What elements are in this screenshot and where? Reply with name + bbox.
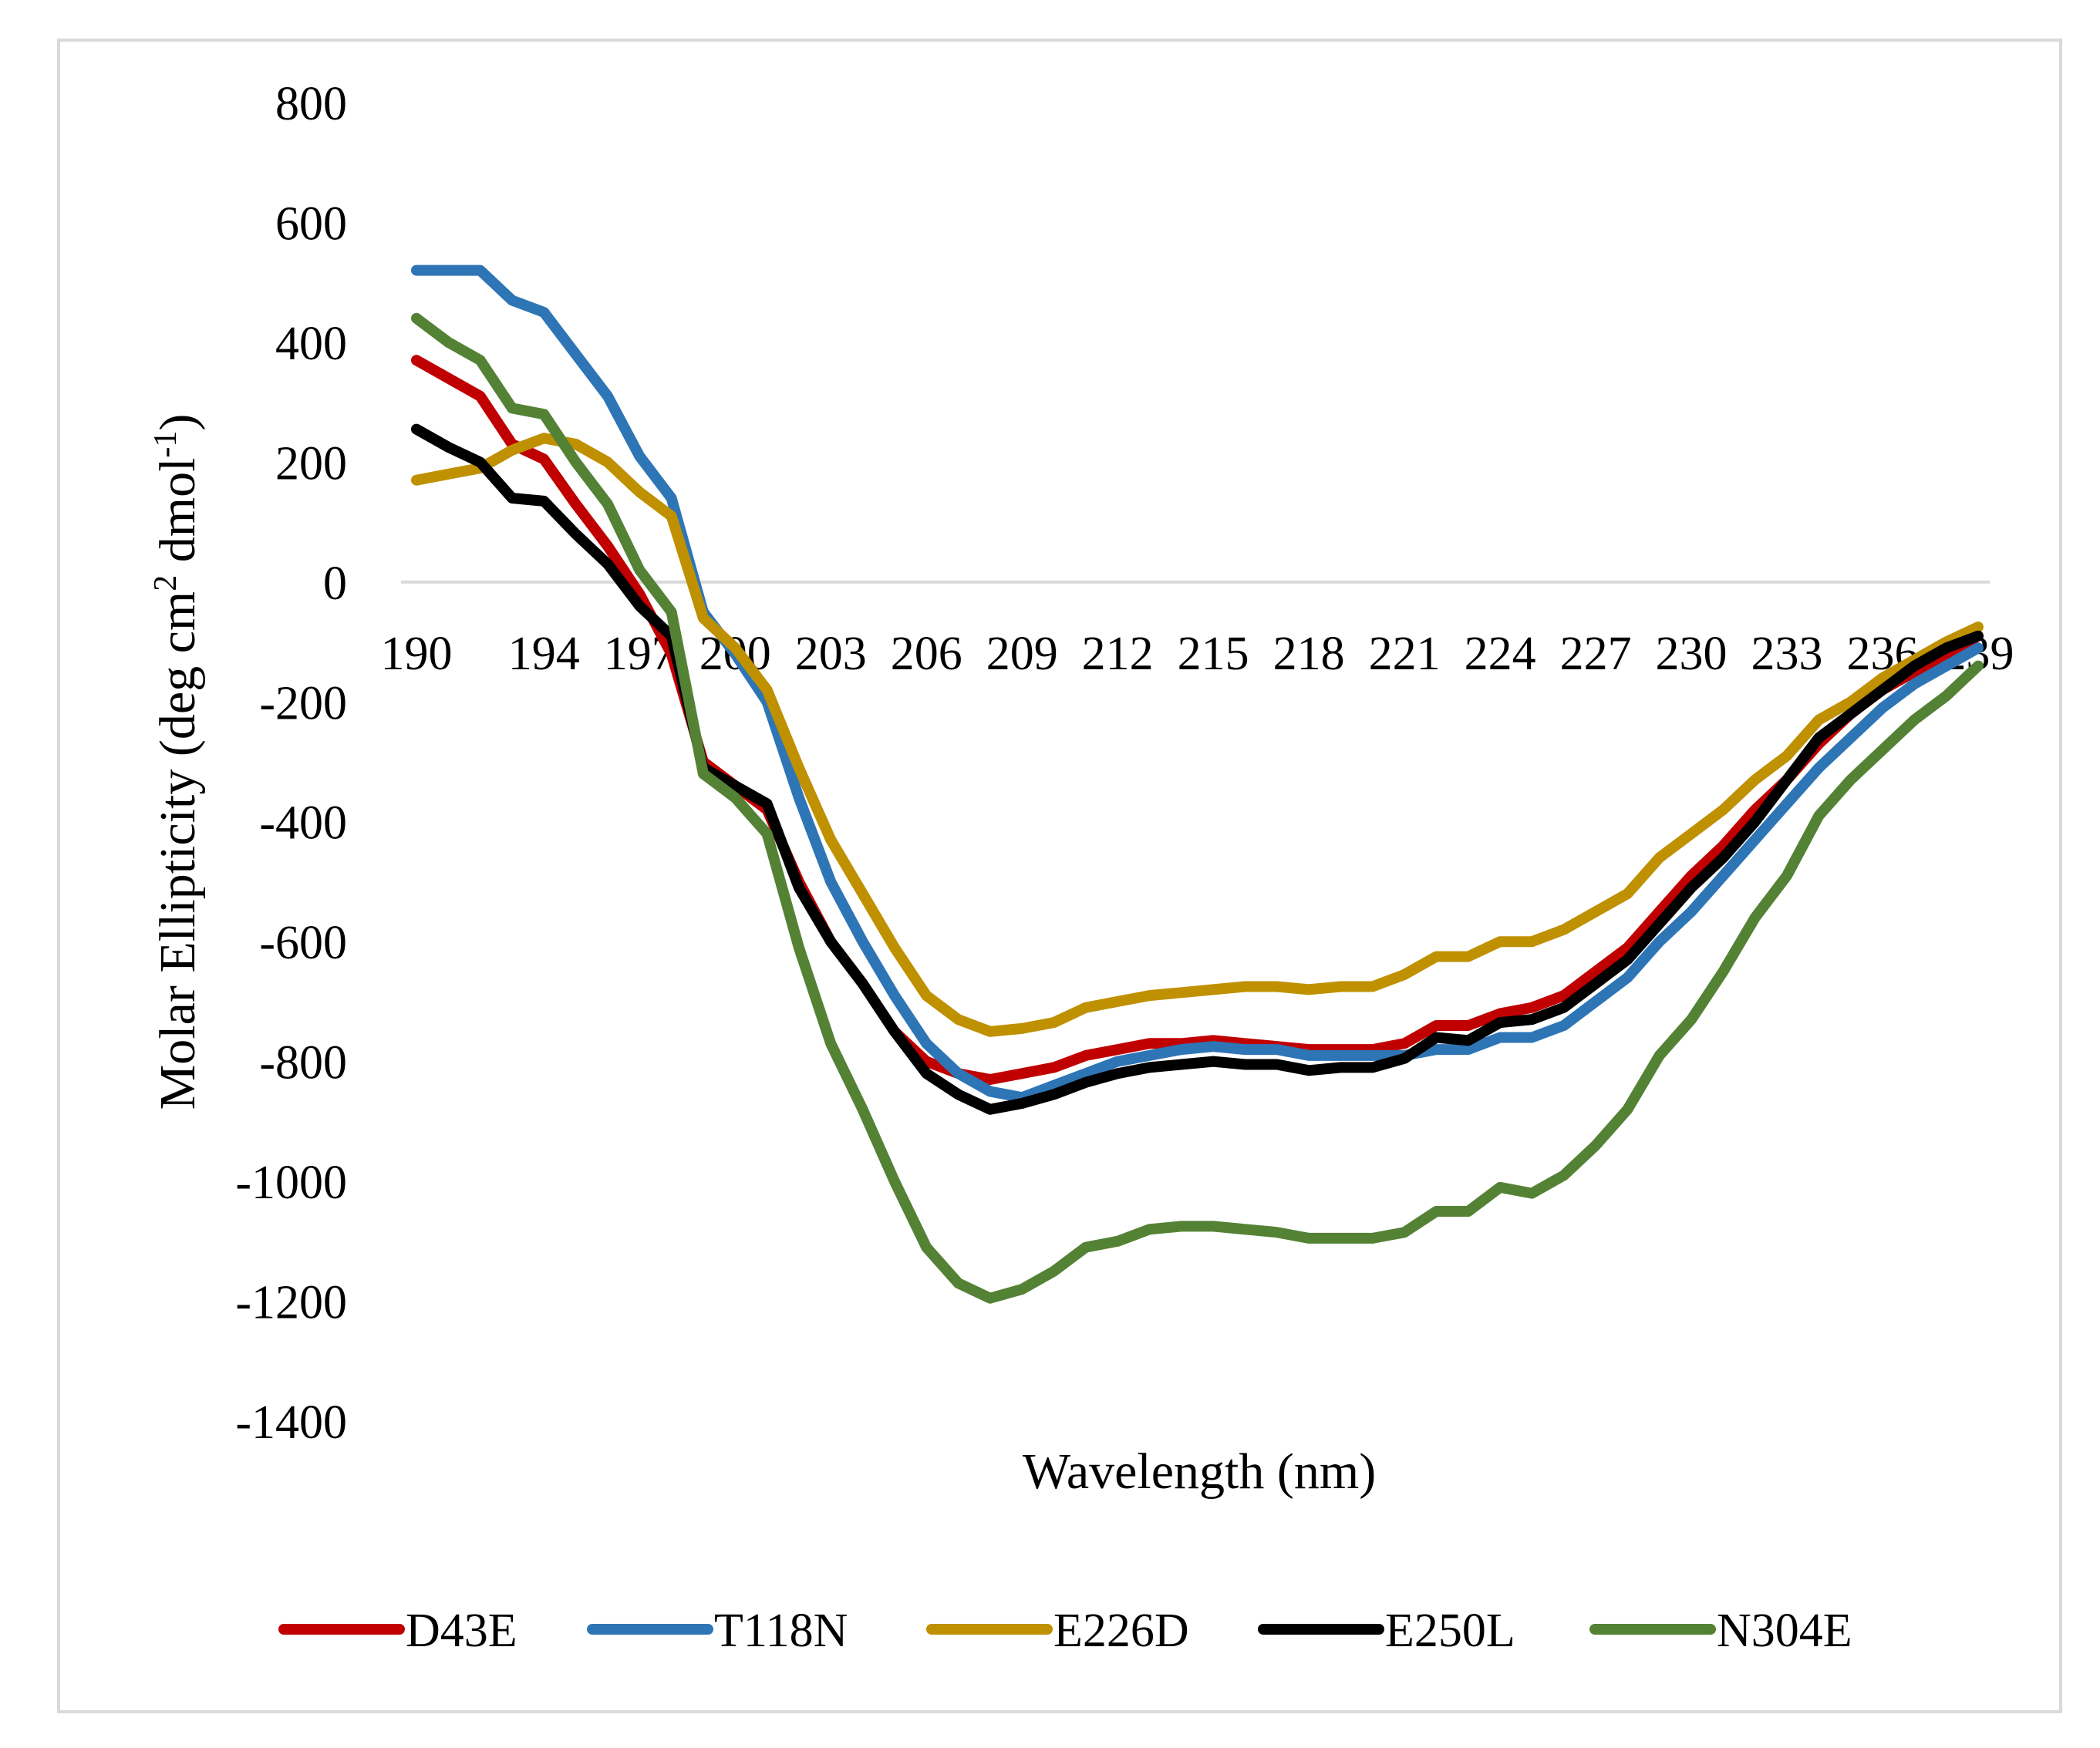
y-tick-label: 400: [275, 318, 347, 370]
y-axis-title-sup2: -1: [148, 431, 184, 458]
series-line-e226d: [411, 433, 1984, 1037]
x-tick-label: 230: [1656, 628, 1728, 680]
y-axis-title-sup1: 2: [148, 575, 184, 591]
y-axis-title-main: Molar Ellipticity (deg cm: [150, 591, 206, 1110]
y-tick-label: -600: [259, 917, 347, 969]
y-tick-label: 600: [275, 197, 347, 250]
legend-item-n304e: N304E: [1589, 1605, 1852, 1657]
y-tick-label: -400: [259, 797, 347, 850]
legend-item-e226d: E226D: [926, 1605, 1189, 1657]
y-tick-label: -800: [259, 1037, 347, 1090]
y-tick-label: -1200: [235, 1277, 347, 1329]
x-tick-label: 233: [1751, 628, 1823, 680]
legend-item-d43e: D43E: [278, 1605, 517, 1657]
y-axis-title-mid: dmol: [150, 458, 206, 575]
legend-label: T118N: [714, 1605, 848, 1657]
y-tick-label: -1000: [235, 1157, 347, 1209]
series-line-e250l: [411, 423, 1984, 1115]
legend-item-e250l: E250L: [1258, 1605, 1515, 1657]
y-tick-label: 200: [275, 437, 347, 490]
y-tick-label: -1400: [235, 1396, 347, 1449]
x-tick-label: 215: [1178, 628, 1249, 680]
y-tick-label: 0: [323, 557, 347, 610]
series-line-n304e: [411, 312, 1984, 1304]
x-tick-label: 221: [1369, 628, 1441, 680]
x-tick-label: 209: [986, 628, 1058, 680]
legend-label: E226D: [1053, 1605, 1189, 1657]
y-axis-title: Molar Ellipticity (deg cm2 dmol-1): [148, 414, 206, 1110]
legend-label: D43E: [406, 1605, 517, 1657]
x-tick-label: 194: [508, 628, 580, 680]
x-tick-label: 190: [381, 628, 453, 680]
x-tick-label: 206: [891, 628, 962, 680]
series-lines: [411, 264, 1984, 1304]
x-tick-label: 212: [1082, 628, 1154, 680]
legend: D43E T118N E226D E250L N304E: [278, 1605, 1852, 1657]
x-tick-label: 218: [1273, 628, 1345, 680]
x-tick-label: 227: [1560, 628, 1632, 680]
y-axis-tick-labels: 800 600 400 200 0 -200 -400 -600 -800 -1000 -1200 -…: [235, 78, 347, 1449]
x-axis-title: Wavelength (nm): [1023, 1443, 1376, 1500]
y-tick-label: 800: [275, 78, 347, 130]
x-tick-label: 224: [1465, 628, 1536, 680]
y-tick-label: -200: [259, 677, 347, 729]
y-axis-title-end: ): [150, 414, 206, 431]
legend-label: N304E: [1717, 1605, 1852, 1657]
legend-label: E250L: [1385, 1605, 1515, 1657]
x-tick-label: 203: [795, 628, 867, 680]
legend-item-t118n: T118N: [587, 1605, 848, 1657]
series-line-t118n: [411, 264, 1984, 1103]
x-axis-tick-labels: 190 194 197 200 203 206 209 212 215 218 221 224 227 2…: [381, 628, 2014, 680]
